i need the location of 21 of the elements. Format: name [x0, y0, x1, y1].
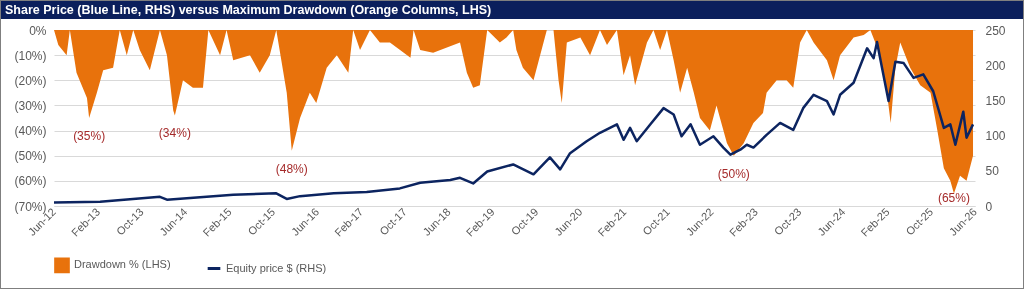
- y2-tick-label: 250: [985, 23, 1006, 38]
- y-tick-label: (40%): [14, 124, 47, 139]
- legend-label: Drawdown % (LHS): [74, 258, 171, 271]
- y-tick-label: (10%): [14, 48, 47, 63]
- annotation: (48%): [275, 161, 308, 176]
- y-tick-label: (60%): [14, 174, 47, 189]
- annotation: (34%): [158, 126, 191, 141]
- y-tick-label: (20%): [14, 73, 47, 88]
- y2-tick-label: 200: [985, 58, 1006, 73]
- y2-tick-label: 150: [985, 93, 1006, 108]
- y2-tick-label: 0: [985, 199, 993, 214]
- legend-label: Equity price $ (RHS): [226, 261, 327, 274]
- chart-title: Share Price (Blue Line, RHS) versus Maximum Drawdown (Orange Columns, LHS): [1, 1, 1023, 19]
- y2-tick-label: 50: [985, 164, 1000, 179]
- y-tick-label: (50%): [14, 149, 47, 164]
- y-tick-label: 0%: [29, 23, 47, 38]
- annotation: (35%): [73, 129, 106, 143]
- annotation: (50%): [717, 166, 750, 181]
- annotation: (65%): [937, 191, 970, 205]
- y2-tick-label: 100: [985, 129, 1006, 144]
- y-tick-label: (30%): [14, 98, 47, 113]
